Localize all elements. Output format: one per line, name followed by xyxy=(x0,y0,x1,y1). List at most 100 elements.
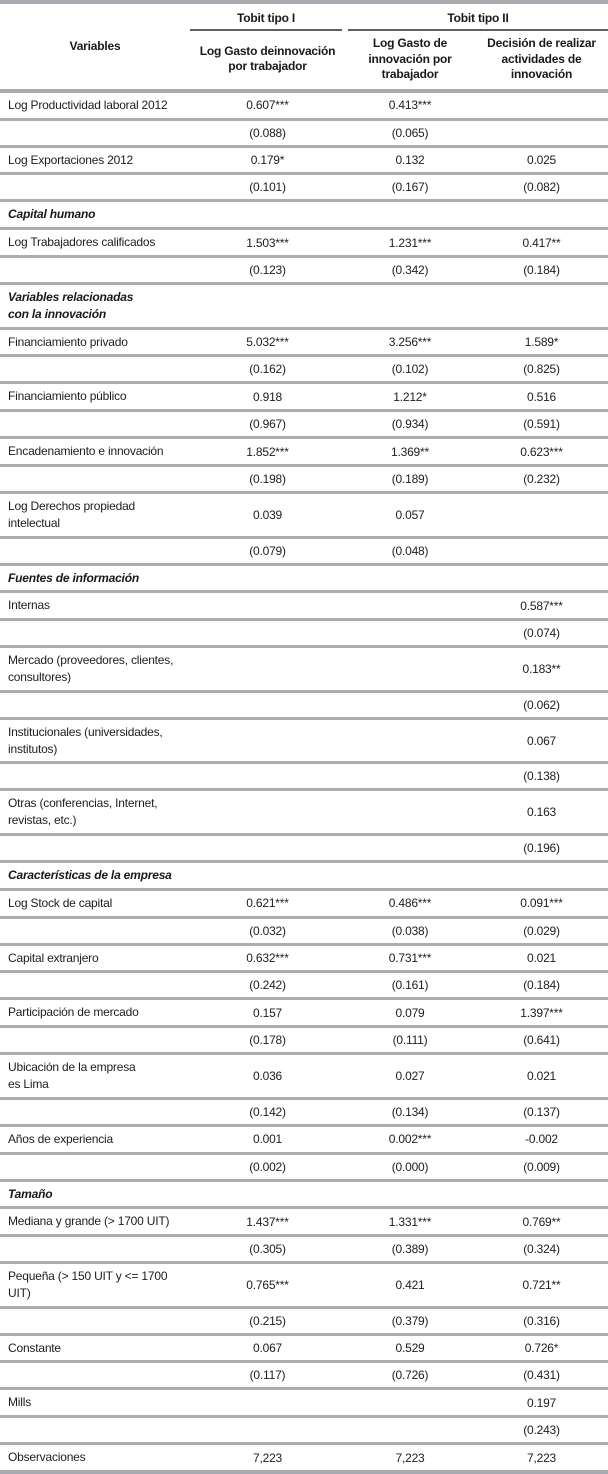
cell-v2: 1.331*** xyxy=(388,1214,432,1229)
section-label: Características de la empresa xyxy=(8,867,172,882)
cell-v1 xyxy=(190,1400,345,1406)
cell-v3: (0.196) xyxy=(523,840,560,855)
cell-v2: (0.048) xyxy=(391,543,429,558)
cell-v2 xyxy=(345,1427,475,1433)
table-row: (0.079) (0.048) xyxy=(0,539,608,566)
header-col-log-gasto-innovacion-trabajador-1: Log Gasto deinnovación por trabajador xyxy=(199,43,336,74)
table-row: Log Stock de capital 0.621*** 0.486*** 0.09… xyxy=(0,891,608,919)
cell-v2: 0.079 xyxy=(395,1005,425,1020)
cell-v3: (0.062) xyxy=(523,697,560,712)
cell-v3: (0.591) xyxy=(523,417,560,432)
row-label: Participación de mercado xyxy=(8,1005,139,1020)
table-row: (0.178) (0.111) (0.641) xyxy=(0,1028,608,1056)
row-label xyxy=(0,1163,190,1171)
cell-v3: 0.623*** xyxy=(520,444,563,459)
cell-v3: 1.397*** xyxy=(520,1005,563,1020)
cell-v2: 1.231*** xyxy=(388,235,432,250)
row-label: Log Exportaciones 2012 xyxy=(8,152,134,167)
table-row: Observaciones 7,223 7,223 7,223 xyxy=(0,1445,608,1474)
cell-v2: 0.486*** xyxy=(388,896,432,911)
row-label: Log Stock de capital xyxy=(8,895,113,910)
cell-v1: 0.918 xyxy=(252,389,283,404)
row-label: Mills xyxy=(8,1395,31,1410)
table-row: Log Derechos propiedad intelectual 0.039 0… xyxy=(0,494,608,539)
section-row: Fuentes de información xyxy=(0,566,608,594)
row-label xyxy=(0,266,190,274)
cell-v3: (0.074) xyxy=(523,626,560,641)
cell-v1: (0.178) xyxy=(249,1033,286,1048)
cell-v1 xyxy=(190,702,345,708)
table-row: (0.243) xyxy=(0,1418,608,1446)
table-row: (0.305) (0.389) (0.324) xyxy=(0,1237,608,1265)
cell-v2: (0.102) xyxy=(391,362,429,377)
row-label: Mercado (proveedores, clientes, consulto… xyxy=(8,653,174,684)
cell-v2 xyxy=(345,738,475,744)
table-row: Otras (conferencias, Internet, revistas,… xyxy=(0,791,608,836)
row-label: Log Productividad laboral 2012 xyxy=(8,97,168,112)
row-label xyxy=(0,1317,190,1325)
row-label xyxy=(0,1036,190,1044)
cell-v2: (0.189) xyxy=(391,471,429,486)
cell-v2 xyxy=(345,702,475,708)
row-label xyxy=(0,1426,190,1434)
cell-v3: 0.021 xyxy=(526,1068,557,1083)
row-label xyxy=(0,420,190,428)
cell-v1: 1.503*** xyxy=(246,235,289,250)
table-row: (0.123) (0.342) (0.184) xyxy=(0,258,608,285)
cell-v3: 0.197 xyxy=(526,1395,557,1410)
header-col-log-gasto-innovacion-trabajador-2: Log Gasto de innovación por trabajador xyxy=(368,36,452,82)
cell-v3: 0.025 xyxy=(526,152,557,167)
table-row: Mercado (proveedores, clientes, consulto… xyxy=(0,648,608,693)
header-group-tobit-2: Tobit tipo II xyxy=(348,4,608,31)
cell-v1: (0.032) xyxy=(249,923,286,938)
section-row: Variables relacionadas con la innovación xyxy=(0,285,608,330)
table-row: Constante 0.067 0.529 0.726* xyxy=(0,1336,608,1364)
table-body: Log Productividad laboral 2012 0.607*** 0.… xyxy=(0,93,608,1474)
cell-v2 xyxy=(345,630,475,636)
cell-v3: 0.067 xyxy=(526,733,557,748)
cell-v2: 1.212* xyxy=(393,389,427,404)
row-label xyxy=(0,629,190,637)
table-row: Internas 0.587*** xyxy=(0,593,608,622)
table-row: Institucionales (universidades, institut… xyxy=(0,720,608,765)
section-row: Capital humano xyxy=(0,202,608,231)
row-label: Constante xyxy=(8,1340,61,1355)
row-label xyxy=(0,129,190,137)
row-label: Años de experiencia xyxy=(8,1131,113,1146)
row-label xyxy=(0,701,190,709)
table-row: (0.215) (0.379) (0.316) xyxy=(0,1309,608,1336)
row-label: Log Derechos propiedad intelectual xyxy=(8,498,136,530)
cell-v2: 0.057 xyxy=(395,507,425,522)
cell-v2: 0.413*** xyxy=(388,98,432,113)
cell-v2: 1.369** xyxy=(391,444,429,459)
cell-v3: (0.641) xyxy=(523,1033,560,1048)
cell-v3 xyxy=(475,512,608,518)
section-label: Variables relacionadas con la innovación xyxy=(8,289,134,321)
section-row: Tamaño xyxy=(0,1182,608,1210)
cell-v1: 5.032*** xyxy=(246,334,289,349)
cell-v3 xyxy=(475,102,608,108)
cell-v3 xyxy=(475,548,608,554)
row-label: Institucionales (universidades, institut… xyxy=(8,724,163,756)
cell-v2 xyxy=(345,845,475,851)
cell-v2: (0.038) xyxy=(391,923,429,938)
cell-v1: 0.039 xyxy=(252,507,283,522)
cell-v1: 0.067 xyxy=(252,1341,283,1356)
table-row: Pequeña (> 150 UIT y <= 1700 UIT) 0.765**… xyxy=(0,1264,608,1309)
cell-v2 xyxy=(345,666,475,672)
cell-v1: 0.157 xyxy=(252,1005,283,1020)
section-label: Tamaño xyxy=(8,1186,53,1201)
table-row: (0.117) (0.726) (0.431) xyxy=(0,1363,608,1391)
cell-v2 xyxy=(345,603,475,609)
cell-v1: 0.036 xyxy=(252,1068,283,1083)
row-label: Capital extranjero xyxy=(8,950,99,965)
row-label: Otras (conferencias, Internet, revistas,… xyxy=(8,796,158,828)
cell-v3: (0.243) xyxy=(523,1423,560,1438)
row-label xyxy=(0,927,190,935)
cell-v3: 0.183** xyxy=(522,661,561,676)
table-row: Años de experiencia 0.001 0.002*** -0.002 xyxy=(0,1127,608,1155)
row-label: Financiamiento público xyxy=(8,389,127,404)
cell-v2: (0.161) xyxy=(391,978,429,993)
cell-v2: 0.002*** xyxy=(388,1132,432,1147)
cell-v2: (0.934) xyxy=(391,417,429,432)
